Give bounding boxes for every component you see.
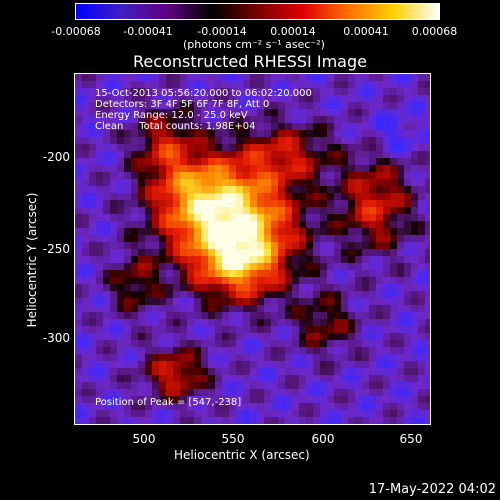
x-tick-label: 650 xyxy=(399,432,423,446)
y-tick-label: -200 xyxy=(42,150,70,164)
rhessi-image xyxy=(75,74,430,424)
colorbar-tick: -0.00041 xyxy=(123,25,173,38)
y-tick-label: -300 xyxy=(42,331,70,345)
info-counts: Clean Total counts: 1.98E+04 xyxy=(95,121,256,132)
colorbar-tick: -0.00068 xyxy=(51,25,101,38)
y-tick-label: -250 xyxy=(42,242,70,256)
colorbar-tick: 0.00041 xyxy=(343,25,389,38)
x-tick-label: 600 xyxy=(311,432,335,446)
x-tick-label: 500 xyxy=(132,432,156,446)
colorbar-tick: 0.00068 xyxy=(411,25,458,38)
y-axis-title: Heliocentric Y (arcsec) xyxy=(25,192,39,328)
colorbar-tick: 0.00014 xyxy=(270,25,316,38)
x-tick-label: 550 xyxy=(221,432,245,446)
image-plot: 15-Oct-2013 05:56:20.000 to 06:02:20.000… xyxy=(74,73,431,425)
plot-title: Reconstructed RHESSI Image xyxy=(133,52,367,71)
colorbar-tick: -0.00014 xyxy=(197,25,247,38)
colorbar-units: (photons cm⁻² s⁻¹ asec⁻²) xyxy=(183,38,325,51)
info-time: 15-Oct-2013 05:56:20.000 to 06:02:20.000 xyxy=(95,88,312,99)
peak-position: Position of Peak = [547,-238] xyxy=(95,397,242,408)
date-stamp: 17-May-2022 04:02 xyxy=(368,482,496,497)
info-detectors: Detectors: 3F 4F 5F 6F 7F 8F, Att 0 xyxy=(95,99,270,110)
x-axis-title: Heliocentric X (arcsec) xyxy=(174,448,310,462)
colorbar xyxy=(75,3,440,20)
info-energy: Energy Range: 12.0 - 25.0 keV xyxy=(95,110,248,121)
